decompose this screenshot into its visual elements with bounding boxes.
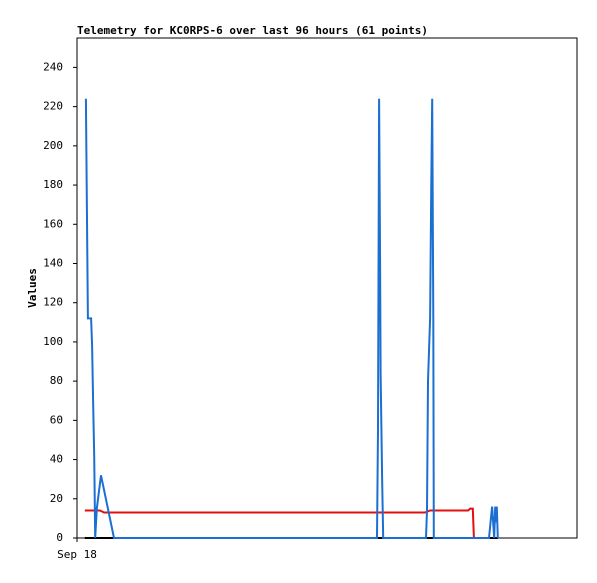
y-tick-label: 100 bbox=[43, 335, 63, 348]
x-tick-label: Sep 18 bbox=[57, 548, 97, 561]
y-tick-label: 0 bbox=[56, 531, 63, 544]
y-axis-label: Values bbox=[26, 268, 39, 308]
y-tick-label: 80 bbox=[50, 374, 63, 387]
plot-frame bbox=[76, 37, 578, 539]
series-line bbox=[84, 507, 475, 539]
y-tick-label: 200 bbox=[43, 139, 63, 152]
y-tick-label: 40 bbox=[50, 453, 63, 466]
y-tick-label: 60 bbox=[50, 413, 63, 426]
y-tick-label: 160 bbox=[43, 217, 63, 230]
series-line bbox=[84, 98, 499, 539]
y-tick-label: 20 bbox=[50, 492, 63, 505]
y-tick-label: 140 bbox=[43, 256, 63, 269]
y-tick-label: 180 bbox=[43, 178, 63, 191]
y-tick-label: 240 bbox=[43, 60, 63, 73]
y-tick-label: 120 bbox=[43, 296, 63, 309]
y-tick-label: 220 bbox=[43, 100, 63, 113]
chart-title: Telemetry for KC0RPS-6 over last 96 hour… bbox=[77, 24, 428, 37]
